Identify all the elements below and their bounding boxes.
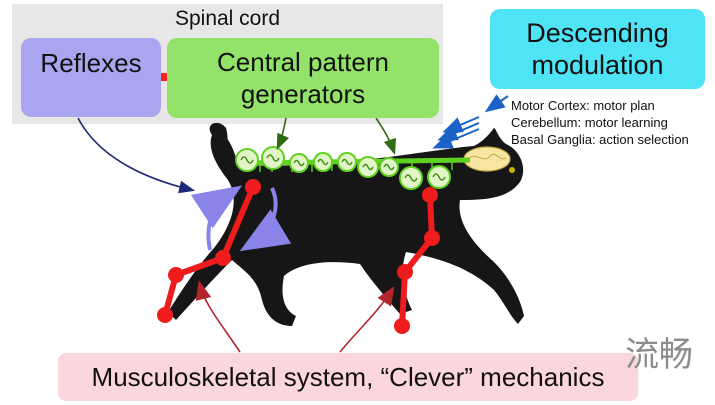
reflexes-label: Reflexes	[40, 48, 142, 78]
brain-region-item: Cerebellum: motor learning	[511, 115, 668, 130]
fore-limb-skeleton	[394, 187, 440, 334]
musculoskeletal-box: Musculoskeletal system, “Clever” mechani…	[58, 353, 638, 401]
musculoskeletal-label: Musculoskeletal system, “Clever” mechani…	[91, 361, 605, 392]
descending-modulation-label: Descending modulation	[526, 18, 669, 80]
brain-region-item: Motor Cortex: motor plan	[511, 98, 655, 113]
cat-eye	[509, 167, 515, 173]
brain-icon	[463, 146, 511, 172]
reflex-loop-down-arrow	[239, 187, 292, 252]
reflexes-box: Reflexes	[21, 38, 161, 117]
spinal-cord-label: Spinal cord	[174, 7, 281, 30]
oscillator-wave-glyphs	[240, 154, 446, 182]
reflex-to-limb-arrow	[77, 117, 196, 194]
cpg-label: Central pattern generators	[217, 47, 389, 109]
player-watermark: 流畅	[625, 335, 693, 375]
descending-arrows	[432, 94, 509, 149]
descending-modulation-box: Descending modulation	[490, 9, 705, 89]
reflex-loop-up-arrow	[190, 185, 243, 251]
cpg-to-spine-arrow-left	[276, 117, 290, 150]
brain-region-list: Motor Cortex: motor plan Cerebellum: mot…	[511, 97, 689, 148]
brain-region-item: Basal Ganglia: action selection	[511, 132, 689, 147]
central-pattern-generators-box: Central pattern generators	[167, 38, 439, 118]
musculo-to-hindlimb-arrow	[195, 280, 241, 353]
cpg-to-spine-arrow-right	[375, 117, 397, 156]
musculo-to-forelimb-arrow	[339, 285, 395, 353]
